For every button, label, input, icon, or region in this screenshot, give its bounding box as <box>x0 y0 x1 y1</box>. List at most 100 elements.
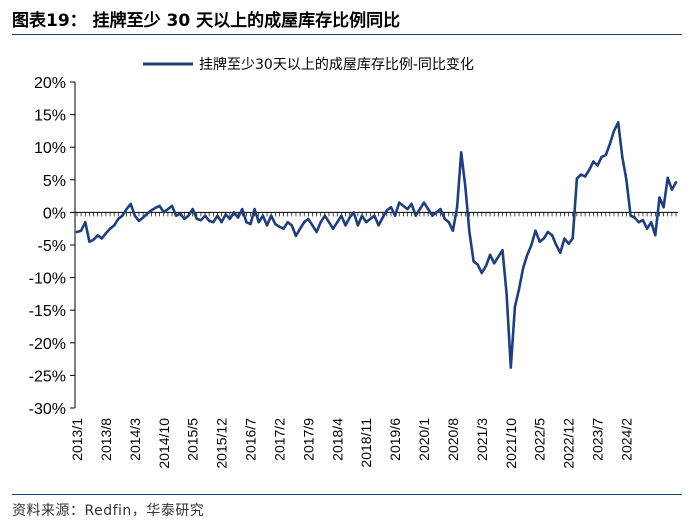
data-point <box>282 227 285 230</box>
data-point <box>232 211 236 214</box>
x-tick-label: 2018/11 <box>358 418 374 468</box>
data-point <box>592 160 595 163</box>
data-point <box>331 227 335 230</box>
series-line <box>75 121 678 369</box>
data-point <box>418 207 422 211</box>
data-point <box>422 201 426 204</box>
data-point <box>493 262 496 265</box>
data-point <box>360 214 364 217</box>
data-point <box>199 219 203 222</box>
x-tick-label: 2020/8 <box>445 418 461 461</box>
data-point <box>583 175 587 178</box>
data-point <box>621 155 624 159</box>
data-point <box>476 263 479 266</box>
data-point <box>158 204 161 208</box>
data-point <box>579 173 583 176</box>
data-point <box>575 177 579 180</box>
data-point <box>398 201 401 204</box>
data-point <box>526 253 529 256</box>
y-tick-label: 0% <box>43 205 66 222</box>
data-point <box>406 207 409 211</box>
data-point <box>393 214 397 217</box>
data-point <box>286 221 289 224</box>
data-point <box>307 217 310 221</box>
data-point <box>517 288 521 291</box>
data-point <box>315 230 318 234</box>
y-tick-label: -20% <box>29 336 66 353</box>
data-point <box>298 227 302 230</box>
data-point <box>236 216 240 219</box>
data-point <box>327 221 331 224</box>
data-point <box>96 234 99 237</box>
data-point <box>352 211 355 214</box>
data-point <box>203 214 207 217</box>
data-point <box>571 237 574 240</box>
data-point <box>179 212 182 215</box>
data-point <box>365 221 368 224</box>
data-point <box>187 214 190 217</box>
data-point <box>208 219 211 223</box>
top-rule <box>12 34 682 35</box>
x-tick-label: 2024/2 <box>618 418 634 461</box>
data-point <box>154 206 157 209</box>
data-point <box>79 229 83 232</box>
data-point <box>348 216 351 219</box>
data-point <box>484 264 488 268</box>
data-point <box>612 129 616 133</box>
x-tick-label: 2016/7 <box>243 418 259 461</box>
data-point <box>550 234 554 237</box>
y-tick-label: -30% <box>29 401 66 418</box>
data-point <box>625 178 628 181</box>
data-point <box>559 251 562 254</box>
data-point <box>546 230 550 234</box>
data-point <box>410 202 413 206</box>
data-point <box>121 214 124 217</box>
data-point <box>150 209 153 212</box>
data-point <box>303 221 306 224</box>
data-point <box>455 206 459 209</box>
data-point <box>344 224 347 227</box>
data-point <box>278 225 281 228</box>
data-point <box>641 219 645 222</box>
x-tick-label: 2022/5 <box>532 418 548 461</box>
data-point <box>224 213 227 216</box>
data-point <box>604 153 607 157</box>
y-tick-label: -25% <box>29 368 66 385</box>
data-point <box>170 204 174 208</box>
data-point <box>464 185 467 188</box>
data-point <box>658 196 661 199</box>
data-point <box>414 214 417 217</box>
y-tick-label: 5% <box>43 173 66 190</box>
data-point <box>241 207 244 211</box>
data-point <box>88 240 91 243</box>
y-tick-label: -15% <box>29 303 66 320</box>
y-tick-label: 20% <box>34 75 66 92</box>
data-point <box>356 224 360 227</box>
x-tick-label: 2015/12 <box>214 418 230 469</box>
data-point <box>389 206 393 209</box>
data-point <box>542 237 545 240</box>
data-point <box>637 221 640 224</box>
x-tick-label: 2023/7 <box>590 418 606 461</box>
data-point <box>133 214 136 217</box>
data-point <box>666 176 669 179</box>
data-point <box>377 224 380 227</box>
data-point <box>195 217 198 221</box>
data-point <box>505 292 508 296</box>
data-point <box>129 202 132 206</box>
source-note: 资料来源：Redfin，华泰研究 <box>12 503 205 519</box>
data-point <box>294 234 298 238</box>
x-tick-label: 2013/8 <box>98 418 114 461</box>
legend-label: 挂牌至少30天以上的成屋库存比例-同比变化 <box>199 56 474 73</box>
data-point <box>108 227 112 230</box>
data-point <box>447 221 450 224</box>
data-point <box>290 224 293 227</box>
data-point <box>460 151 463 154</box>
data-point <box>402 204 405 208</box>
legend: 挂牌至少30天以上的成屋库存比例-同比变化 <box>143 56 474 73</box>
y-tick-label: 15% <box>34 108 66 125</box>
data-point <box>113 224 116 227</box>
data-point <box>633 216 636 219</box>
data-point <box>220 221 223 224</box>
